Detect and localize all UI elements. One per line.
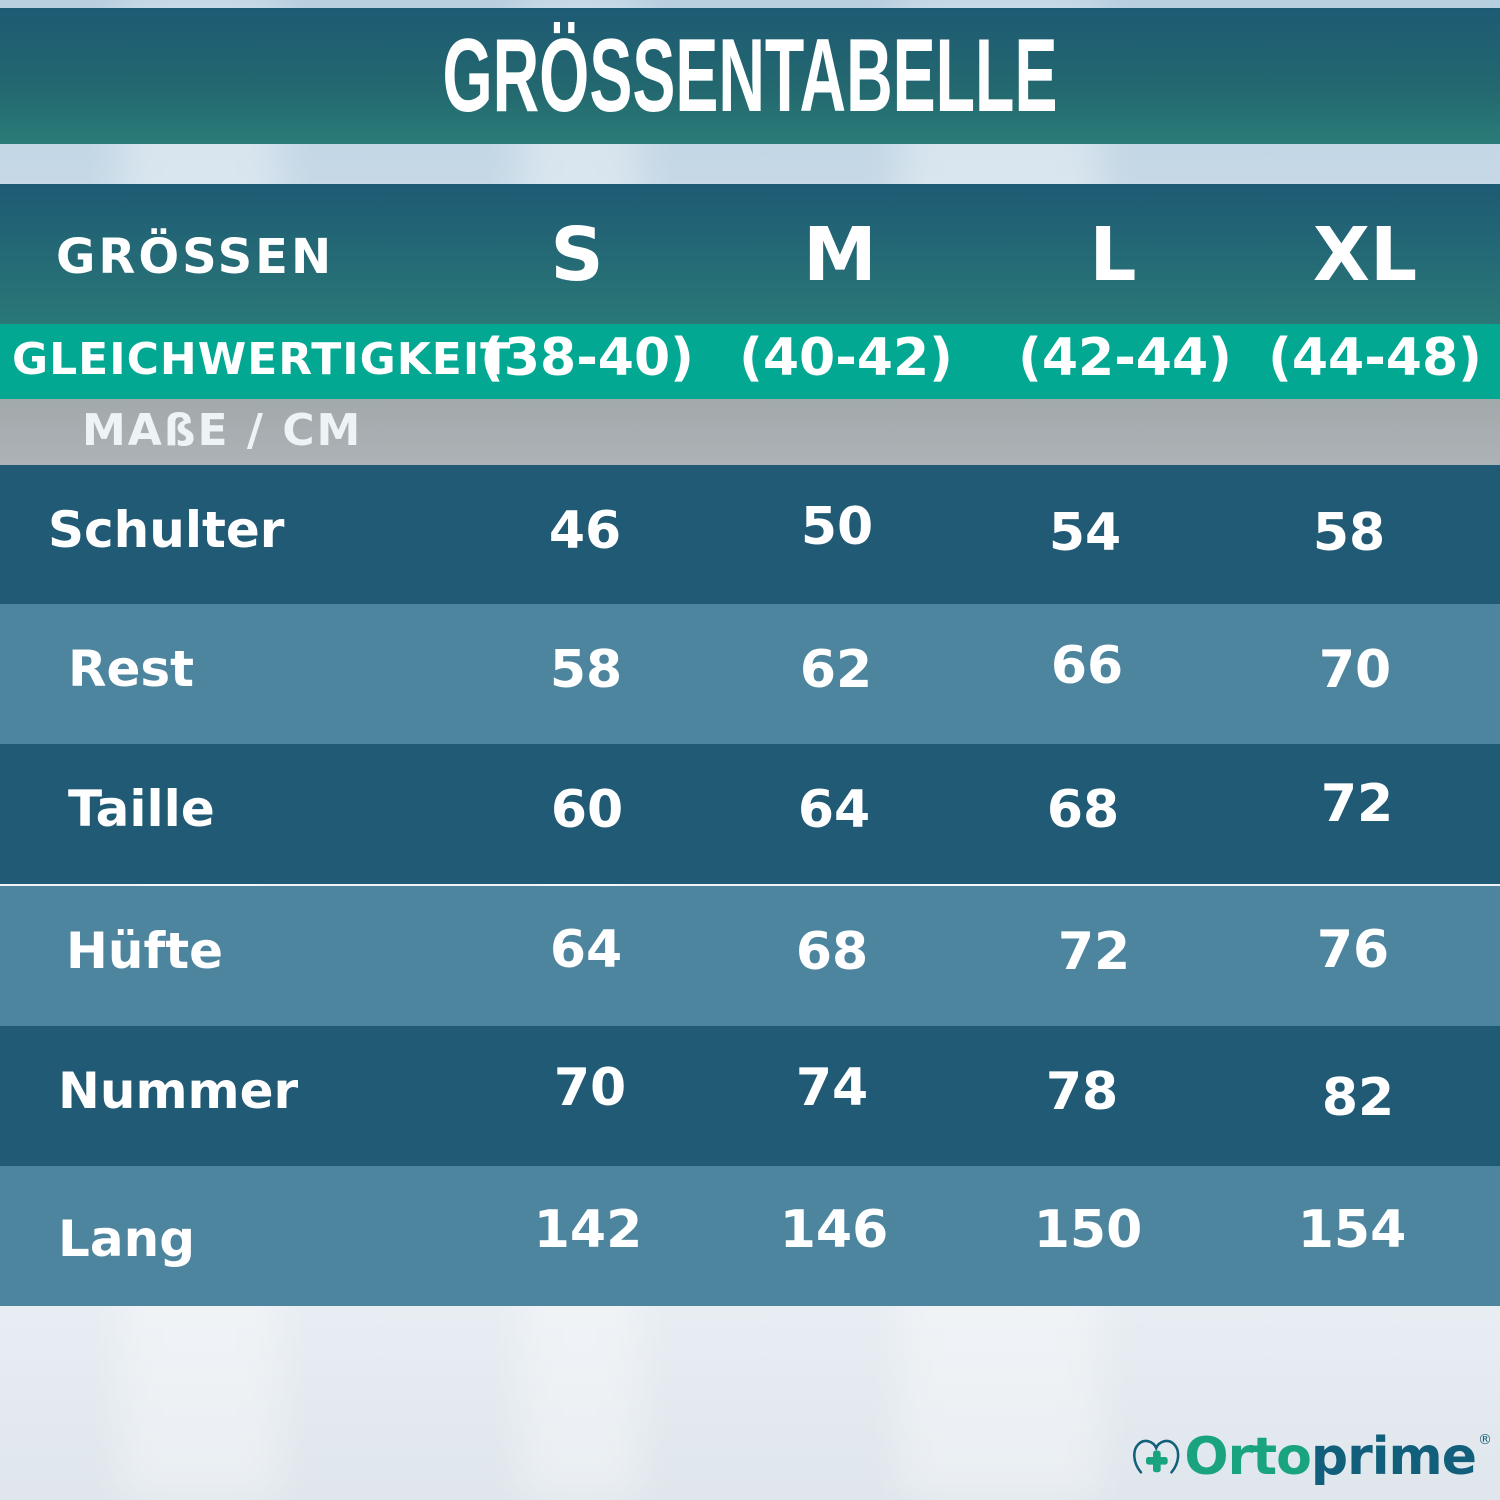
size-m-header: M [803, 212, 877, 298]
brand-name-prime: prime [1310, 1427, 1477, 1487]
equivalence-label: GLEICHWERTIGKEIT [12, 334, 512, 385]
value-xl: 82 [1321, 1068, 1395, 1128]
registered-mark: ® [1478, 1432, 1492, 1448]
value-xl: 76 [1316, 920, 1390, 980]
value-m: 68 [795, 922, 869, 982]
size-l-header: L [1089, 212, 1137, 298]
row-label: Rest [68, 640, 195, 698]
value-m: 50 [800, 497, 874, 557]
equivalence-l: (42-44) [1018, 328, 1232, 388]
table-row-nummer: Nummer 70 74 78 82 [0, 1026, 1500, 1166]
brand-name-orto: Orto [1184, 1427, 1311, 1487]
value-s: 60 [550, 780, 624, 840]
value-l: 66 [1050, 636, 1124, 696]
equivalence-xl: (44-48) [1268, 328, 1482, 388]
value-s: 64 [549, 920, 623, 980]
value-s: 46 [548, 501, 622, 561]
sizes-header-row: GRÖSSEN S M L XL [0, 184, 1500, 324]
table-row-rest: Rest 58 62 66 70 [0, 604, 1500, 744]
table-row-taille: Taille 60 64 68 72 [0, 744, 1500, 884]
unit-label: MAßE / CM [82, 405, 363, 456]
value-m: 74 [795, 1058, 869, 1118]
value-m: 62 [799, 640, 873, 700]
equivalence-s: (38-40) [480, 328, 694, 388]
size-s-header: S [550, 212, 604, 298]
value-l: 54 [1048, 503, 1122, 563]
table-row-lang: Lang 142 146 150 154 [0, 1166, 1500, 1306]
row-label: Lang [58, 1210, 195, 1268]
value-xl: 58 [1312, 503, 1386, 563]
table-row-huefte: Hüfte 64 68 72 76 [0, 886, 1500, 1026]
row-label: Schulter [48, 501, 285, 559]
row-label: Nummer [58, 1062, 299, 1120]
equivalence-m: (40-42) [739, 328, 953, 388]
value-xl: 70 [1318, 640, 1392, 700]
title-banner: GRÖSSENTABELLE [0, 8, 1500, 144]
value-l: 72 [1057, 922, 1131, 982]
row-label: Taille [68, 780, 215, 838]
brand-logo: Orto prime ® [1132, 1424, 1492, 1490]
unit-row: MAßE / CM [0, 399, 1500, 465]
value-s: 58 [549, 640, 623, 700]
value-l: 78 [1045, 1062, 1119, 1122]
heart-cross-icon [1133, 1439, 1180, 1474]
value-l: 68 [1046, 780, 1120, 840]
value-s: 142 [533, 1200, 643, 1260]
equivalence-row: GLEICHWERTIGKEIT (38-40) (40-42) (42-44)… [0, 324, 1500, 399]
value-m: 64 [797, 780, 871, 840]
row-label: Hüfte [66, 922, 224, 980]
page-title: GRÖSSENTABELLE [442, 17, 1058, 134]
value-s: 70 [553, 1058, 627, 1118]
value-m: 146 [779, 1200, 889, 1260]
size-xl-header: XL [1312, 212, 1418, 298]
value-xl: 154 [1297, 1200, 1407, 1260]
table-row-schulter: Schulter 46 50 54 58 [0, 465, 1500, 605]
value-l: 150 [1033, 1200, 1143, 1260]
sizes-label: GRÖSSEN [56, 229, 335, 285]
value-xl: 72 [1320, 774, 1394, 834]
